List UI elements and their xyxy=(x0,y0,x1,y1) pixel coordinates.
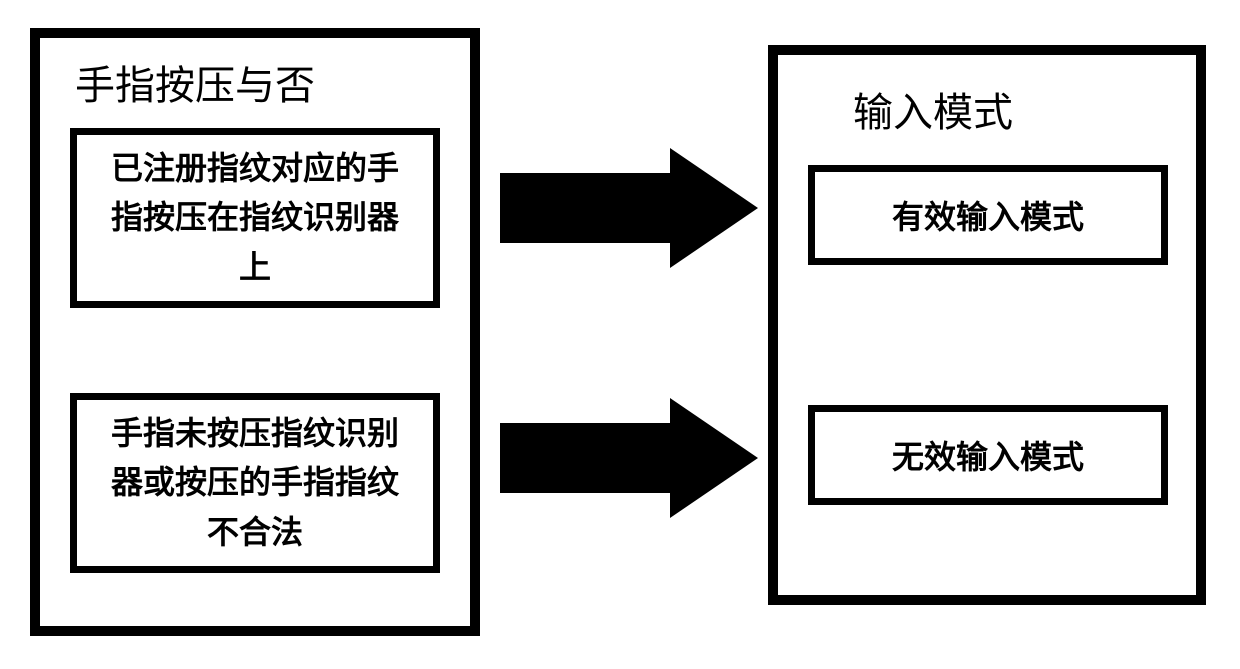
right-box-valid: 有效输入模式 xyxy=(808,165,1168,265)
right-box-invalid: 无效输入模式 xyxy=(808,405,1168,505)
right-panel: 输入模式 有效输入模式 无效输入模式 xyxy=(768,45,1206,605)
arrow-bottom xyxy=(500,398,758,518)
left-panel-title: 手指按压与否 xyxy=(75,53,315,111)
left-box-unregistered: 手指未按压指纹识别器或按压的手指指纹不合法 xyxy=(70,393,440,573)
arrow-top xyxy=(500,148,758,268)
right-box-valid-text: 有效输入模式 xyxy=(892,192,1084,238)
left-panel: 手指按压与否 已注册指纹对应的手指按压在指纹识别器上 手指未按压指纹识别器或按压… xyxy=(30,28,480,636)
left-box-registered-text: 已注册指纹对应的手指按压在指纹识别器上 xyxy=(97,144,413,293)
left-box-unregistered-text: 手指未按压指纹识别器或按压的手指指纹不合法 xyxy=(97,409,413,558)
left-box-registered: 已注册指纹对应的手指按压在指纹识别器上 xyxy=(70,128,440,308)
right-panel-title: 输入模式 xyxy=(853,80,1013,138)
right-box-invalid-text: 无效输入模式 xyxy=(892,432,1084,478)
